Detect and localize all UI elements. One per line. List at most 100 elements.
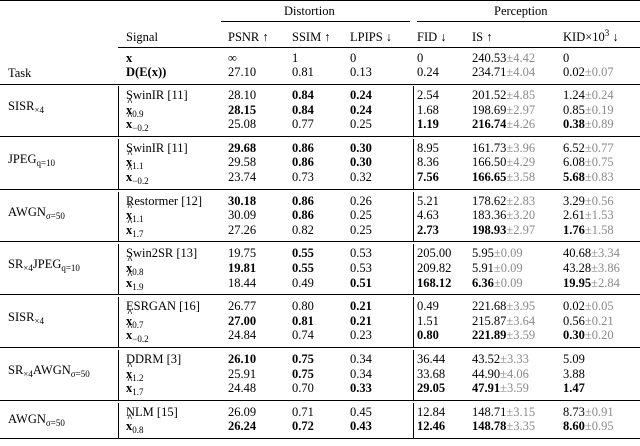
task-name: AWGN xyxy=(32,363,71,377)
cell-std: ±4.29 xyxy=(506,155,536,170)
metric-header-text: KID×10 xyxy=(563,30,605,44)
cell-value: 0.80 xyxy=(417,328,439,343)
cell-std: ±4.42 xyxy=(506,51,536,65)
table-cell: 6.36±0.09 xyxy=(472,276,523,290)
metric-header: PSNR ↑ xyxy=(228,30,269,44)
group-rule xyxy=(0,241,640,243)
cell-value: 5.91 xyxy=(472,261,494,275)
table-cell: 24.84 xyxy=(228,328,256,342)
cell-value: 19.75 xyxy=(228,246,257,261)
cell-value: 26.09 xyxy=(228,404,257,419)
table-cell: 19.95±2.84 xyxy=(563,276,620,290)
signal-header: Signal xyxy=(126,30,158,44)
table-cell: 0.21 xyxy=(350,314,372,328)
cell-value: 40.68 xyxy=(563,246,592,261)
cell-value: 24.48 xyxy=(228,381,257,396)
cell-value: 148.71 xyxy=(472,404,507,419)
cell-value: 0.53 xyxy=(350,261,372,275)
column-divider xyxy=(118,191,119,242)
cell-std: ±0.24 xyxy=(584,88,614,102)
cell-value: 0.74 xyxy=(292,328,314,343)
cell-std: ±4.26 xyxy=(506,117,536,132)
table-cell: 0 xyxy=(563,51,569,65)
signal-label: DDRM [3] xyxy=(126,352,182,366)
cell-value: 0.77 xyxy=(292,117,314,132)
cell-value: 0.73 xyxy=(292,170,314,184)
cell-value: 29.68 xyxy=(228,140,257,155)
table-cell: 27.00 xyxy=(228,314,256,328)
table-cell: 5.09 xyxy=(563,352,585,366)
cell-std: ±3.59 xyxy=(500,381,529,396)
cell-value: 47.91 xyxy=(472,381,501,396)
signal-label: D(E(x)) xyxy=(126,65,167,79)
distortion-header: Distortion xyxy=(284,4,335,18)
cell-value: 0.33 xyxy=(350,381,372,396)
cell-value: 183.36 xyxy=(472,208,507,223)
x-hat-symbol: x xyxy=(126,412,133,433)
table-cell: 0.53 xyxy=(350,261,372,275)
table-cell: 3.88 xyxy=(563,367,585,381)
signal-subscript: −0.2 xyxy=(132,176,149,186)
cell-std: ±4.85 xyxy=(506,88,536,102)
table-cell: 0.30 xyxy=(350,141,372,155)
cell-value: 1.24 xyxy=(563,88,585,102)
task-name: SR xyxy=(8,257,24,272)
table-cell: 27.10 xyxy=(228,65,256,79)
task-name: SR xyxy=(8,363,24,377)
cell-value: 25.08 xyxy=(228,117,257,132)
table-cell: 0.86 xyxy=(292,141,314,155)
distortion-underline xyxy=(221,21,410,22)
cell-value: 0.25 xyxy=(350,117,372,132)
cell-value: 205.00 xyxy=(417,246,452,261)
signal-label: x1.7 xyxy=(126,216,144,239)
table-cell: ∞ xyxy=(228,51,237,65)
signal-label: ESRGAN [16] xyxy=(126,299,200,314)
cell-value: 12.84 xyxy=(417,404,446,419)
table-cell: 0.85±0.19 xyxy=(563,103,614,117)
table-cell: 6.52±0.77 xyxy=(563,141,614,155)
table-cell: 27.26 xyxy=(228,223,256,237)
cell-std: ±1.53 xyxy=(584,208,614,223)
task-label: SR×4JPEGq=10 xyxy=(8,257,80,273)
table-cell: 29.58 xyxy=(228,155,256,169)
cell-std: ±3.64 xyxy=(506,313,536,328)
cell-value: 0.30 xyxy=(350,155,372,170)
table-cell: 0 xyxy=(417,51,423,65)
cell-value: 0.30 xyxy=(350,140,372,155)
cell-value: 5.21 xyxy=(417,193,439,208)
cell-value: 6.36 xyxy=(472,275,494,290)
table-cell: 201.52±4.85 xyxy=(472,88,535,102)
signal-label: NLM [15] xyxy=(126,404,178,419)
column-divider xyxy=(413,138,414,189)
group-rule xyxy=(0,438,640,439)
metric-header: SSIM ↑ xyxy=(292,30,331,44)
cell-value: 1.51 xyxy=(417,313,439,328)
x-hat-symbol: x xyxy=(126,216,133,237)
table-cell: 0.30±0.20 xyxy=(563,328,614,342)
table-cell: 0.84 xyxy=(292,88,314,102)
column-divider xyxy=(413,244,414,295)
cell-value: 8.73 xyxy=(563,404,585,419)
task-subscript: ×4 xyxy=(34,316,44,327)
cell-value: 178.62 xyxy=(472,193,507,208)
cell-value: 0.23 xyxy=(350,328,372,343)
cell-value: 0.55 xyxy=(292,246,314,261)
cell-std: ±3.20 xyxy=(506,208,536,223)
cell-value: 43.52 xyxy=(472,352,501,366)
cell-value: 26.77 xyxy=(228,299,257,314)
cell-value: 0.34 xyxy=(350,366,372,381)
table-cell: 166.50±4.29 xyxy=(472,155,535,169)
table-cell: 0.55 xyxy=(292,261,314,275)
table-cell: 0.25 xyxy=(350,208,372,222)
table-cell: 216.74±4.26 xyxy=(472,117,535,131)
table-cell: 7.56 xyxy=(417,170,439,184)
cell-value: 0.30 xyxy=(563,328,585,343)
cell-value: 30.18 xyxy=(228,193,257,208)
cell-value: 8.95 xyxy=(417,140,439,155)
cell-value: 216.74 xyxy=(472,117,507,132)
cell-value: 0.86 xyxy=(292,208,314,223)
metric-header: LPIPS ↓ xyxy=(350,30,393,44)
column-divider xyxy=(413,297,414,347)
table-cell: 148.71±3.15 xyxy=(472,405,535,419)
signal-label: x1.9 xyxy=(126,269,144,292)
